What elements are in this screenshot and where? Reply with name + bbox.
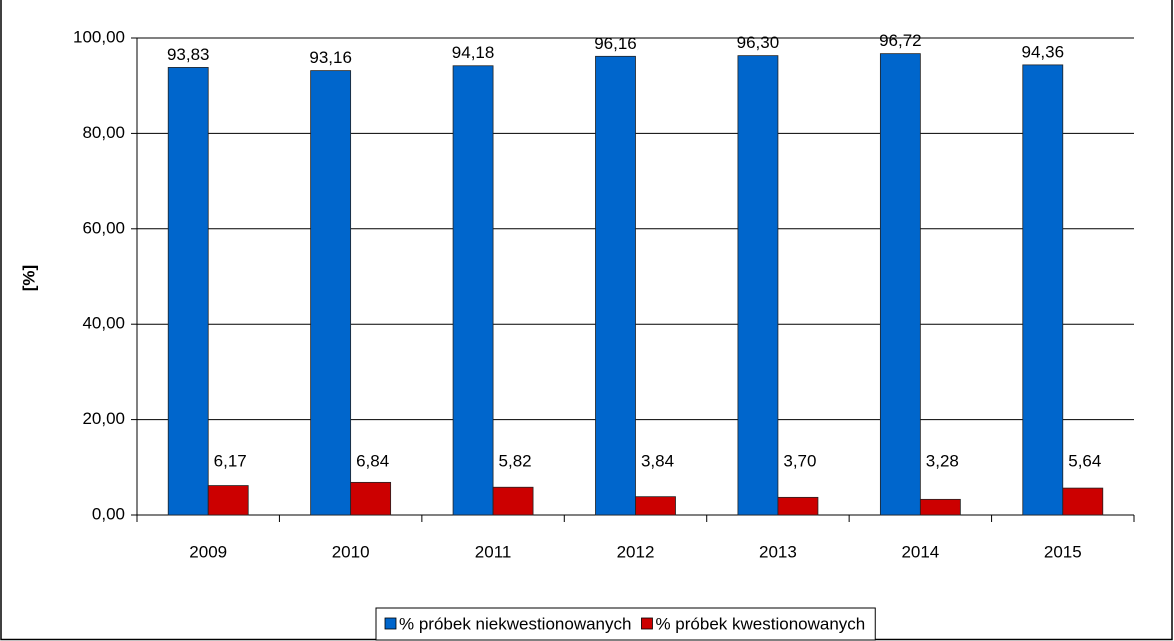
y-tick-label: 40,00	[82, 314, 125, 333]
bar	[492, 486, 534, 516]
x-tick-label: 2014	[901, 542, 939, 561]
legend-label: % próbek kwestionowanych	[655, 614, 865, 633]
value-label: 6,17	[214, 451, 247, 470]
bar	[310, 70, 352, 516]
value-label: 94,18	[452, 43, 495, 62]
bar	[879, 53, 921, 516]
y-axis-label: [%]	[19, 265, 38, 291]
legend-swatch	[384, 617, 397, 630]
value-label: 96,30	[737, 33, 780, 52]
x-tick-label: 2011	[475, 542, 512, 561]
bar	[919, 498, 961, 516]
y-tick-label: 20,00	[82, 409, 125, 428]
value-label: 3,70	[783, 451, 816, 470]
x-tick-label: 2010	[332, 542, 370, 561]
bar	[1022, 64, 1064, 516]
x-tick-label: 2015	[1044, 542, 1082, 561]
value-label: 96,72	[879, 31, 922, 50]
value-label: 5,64	[1068, 451, 1101, 470]
y-tick-label: 0,00	[92, 504, 125, 523]
x-tick-label: 2009	[189, 542, 227, 561]
value-label: 3,84	[641, 451, 674, 470]
bar	[595, 55, 636, 516]
legend-box	[375, 607, 876, 641]
value-label: 94,36	[1022, 42, 1065, 61]
bar	[207, 485, 249, 516]
value-label: 3,28	[926, 451, 959, 470]
x-tick-label: 2012	[617, 542, 655, 561]
y-tick-label: 80,00	[82, 123, 125, 142]
value-label: 93,83	[167, 45, 210, 64]
value-label: 6,84	[356, 451, 389, 470]
value-label: 5,82	[499, 451, 532, 470]
bar	[167, 67, 209, 516]
bar	[635, 496, 676, 516]
legend-label: % próbek niekwestionowanych	[399, 614, 631, 633]
legend: % próbek niekwestionowanych % próbek kwes…	[375, 607, 876, 641]
bar	[350, 481, 392, 516]
bar	[737, 55, 779, 516]
legend-swatch	[641, 617, 653, 630]
value-label: 96,16	[594, 34, 637, 53]
bar	[1062, 487, 1104, 516]
x-tick-label: 2013	[759, 542, 797, 561]
bar	[452, 65, 494, 516]
y-tick-label: 60,00	[82, 218, 125, 237]
value-label: 93,16	[309, 48, 352, 67]
y-tick-label: 100,00	[73, 27, 125, 46]
bar	[777, 496, 819, 516]
